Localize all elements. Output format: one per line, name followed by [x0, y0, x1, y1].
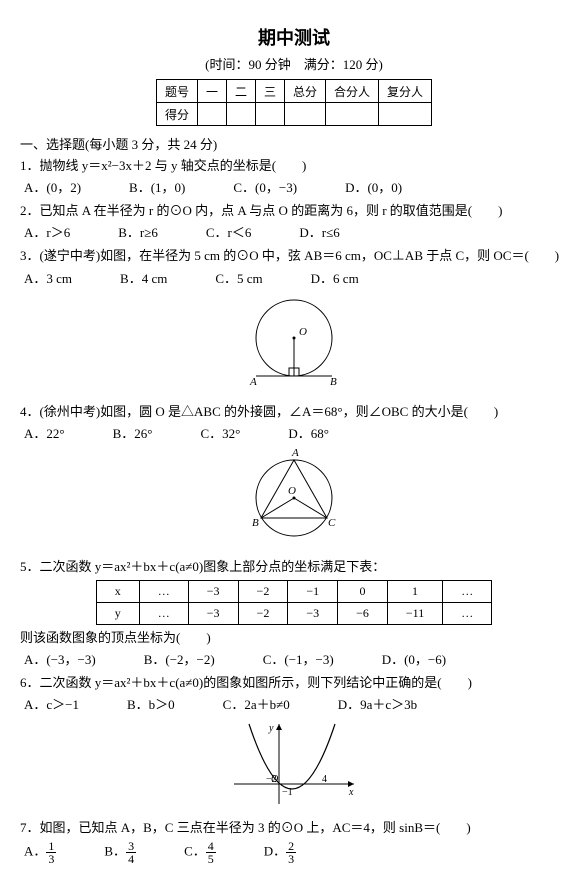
opt-a: A．r＞6 [24, 222, 70, 241]
figure-4: A B C O [20, 448, 568, 552]
opt-b: B．(1，0) [129, 177, 185, 196]
cell: y [96, 602, 139, 624]
opt-c: C．5 cm [215, 268, 262, 287]
opt-a: A．22° [24, 423, 65, 442]
svg-text:A: A [249, 376, 257, 388]
options-3: A．3 cm B．4 cm C．5 cm D．6 cm [20, 268, 568, 287]
hdr-cell [197, 103, 226, 126]
opt-c: C．32° [200, 423, 240, 442]
subtitle: (时间：90 分钟 满分：120 分) [20, 54, 568, 73]
question-1: 1．抛物线 y＝x²−3x＋2 与 y 轴交点的坐标是( ) [20, 157, 568, 175]
svg-text:A: A [291, 448, 299, 459]
options-1: A．(0，2) B．(1，0) C．(0，−3) D．(0，0) [20, 177, 568, 196]
opt-d: D．(0，−6) [382, 649, 446, 668]
opt-a: A．3 cm [24, 268, 72, 287]
opt-d: D．23 [264, 840, 296, 865]
opt-d: D．68° [288, 423, 329, 442]
cell: −1 [288, 580, 338, 602]
hdr-cell: 复分人 [379, 80, 432, 103]
svg-text:O: O [299, 326, 307, 338]
opt-c: C．(0，−3) [233, 177, 297, 196]
opt-a: A．c＞−1 [24, 694, 79, 713]
cell: … [443, 580, 492, 602]
options-2: A．r＞6 B．r≥6 C．r＜6 D．r≤6 [20, 222, 568, 241]
opt-c: C．(−1，−3) [263, 649, 334, 668]
opt-c: C．2a＋b≠0 [223, 694, 290, 713]
svg-text:y: y [268, 723, 274, 734]
section-heading: 一、选择题(每小题 3 分，共 24 分) [20, 134, 568, 153]
page-title: 期中测试 [20, 24, 568, 50]
score-table: 题号 一 二 三 总分 合分人 复分人 得分 [156, 79, 432, 126]
cell: x [96, 580, 139, 602]
opt-d: D．(0，0) [345, 177, 402, 196]
opt-a: A．(0，2) [24, 177, 81, 196]
hdr-cell [326, 103, 379, 126]
question-3: 3．(遂宁中考)如图，在半径为 5 cm 的⊙O 中，弦 AB＝6 cm，OC⊥… [20, 247, 568, 265]
cell: −3 [188, 602, 238, 624]
cell: 1 [387, 580, 442, 602]
cell: … [139, 580, 188, 602]
hdr-cell: 得分 [156, 103, 197, 126]
question-6: 6．二次函数 y＝ax²＋bx＋c(a≠0)的图象如图所示，则下列结论中正确的是… [20, 674, 568, 692]
data-table: x … −3 −2 −1 0 1 … y … −3 −2 −3 −6 −11 … [96, 580, 492, 625]
opt-b: B．4 cm [120, 268, 167, 287]
question-7: 7．如图，已知点 A，B，C 三点在半径为 3 的⊙O 上，AC＝4，则 sin… [20, 819, 568, 837]
hdr-cell [226, 103, 255, 126]
svg-text:4: 4 [322, 774, 327, 785]
opt-b: B．26° [113, 423, 153, 442]
hdr-cell: 合分人 [326, 80, 379, 103]
opt-d: D．9a＋c＞3b [338, 694, 417, 713]
hdr-cell: 三 [255, 80, 284, 103]
cell: 0 [338, 580, 388, 602]
figure-3: O A B [20, 293, 568, 397]
triangle-circle-icon: A B C O [234, 448, 354, 548]
opt-a: A．(−3，−3) [24, 649, 96, 668]
question-4: 4．(徐州中考)如图，圆 O 是△ABC 的外接圆，∠A＝68°，则∠OBC 的… [20, 403, 568, 421]
opt-a: A．13 [24, 840, 56, 865]
hdr-cell [379, 103, 432, 126]
cell: −3 [288, 602, 338, 624]
question-5b: 则该函数图象的顶点坐标为( ) [20, 629, 568, 647]
options-4: A．22° B．26° C．32° D．68° [20, 423, 568, 442]
parabola-icon: −2 −1 4 O x y [224, 719, 364, 809]
hdr-cell: 二 [226, 80, 255, 103]
opt-b: B．34 [104, 840, 136, 865]
circle-icon: O A B [234, 293, 354, 393]
opt-c: C．r＜6 [206, 222, 252, 241]
question-2: 2．已知点 A 在半径为 r 的⊙O 内，点 A 与点 O 的距离为 6，则 r… [20, 202, 568, 220]
hdr-cell: 总分 [285, 80, 326, 103]
hdr-cell: 题号 [156, 80, 197, 103]
opt-d: D．6 cm [311, 268, 359, 287]
cell: … [139, 602, 188, 624]
cell: −6 [338, 602, 388, 624]
svg-text:B: B [252, 517, 259, 529]
opt-c: C．45 [184, 840, 216, 865]
opt-d: D．r≤6 [299, 222, 339, 241]
svg-text:x: x [348, 787, 354, 798]
opt-b: B．b＞0 [127, 694, 175, 713]
svg-text:O: O [288, 485, 296, 497]
svg-text:B: B [330, 376, 337, 388]
cell: −2 [238, 602, 288, 624]
hdr-cell [285, 103, 326, 126]
figure-6: −2 −1 4 O x y [20, 719, 568, 813]
options-7: A．13 B．34 C．45 D．23 [20, 840, 568, 865]
cell: … [443, 602, 492, 624]
cell: −11 [387, 602, 442, 624]
svg-text:−1: −1 [282, 787, 293, 798]
opt-b: B．(−2，−2) [144, 649, 215, 668]
options-5: A．(−3，−3) B．(−2，−2) C．(−1，−3) D．(0，−6) [20, 649, 568, 668]
options-6: A．c＞−1 B．b＞0 C．2a＋b≠0 D．9a＋c＞3b [20, 694, 568, 713]
cell: −3 [188, 580, 238, 602]
hdr-cell: 一 [197, 80, 226, 103]
svg-text:O: O [271, 774, 278, 785]
opt-b: B．r≥6 [118, 222, 158, 241]
cell: −2 [238, 580, 288, 602]
question-5: 5．二次函数 y＝ax²＋bx＋c(a≠0)图象上部分点的坐标满足下表： [20, 558, 568, 576]
hdr-cell [255, 103, 284, 126]
svg-text:C: C [328, 517, 336, 529]
